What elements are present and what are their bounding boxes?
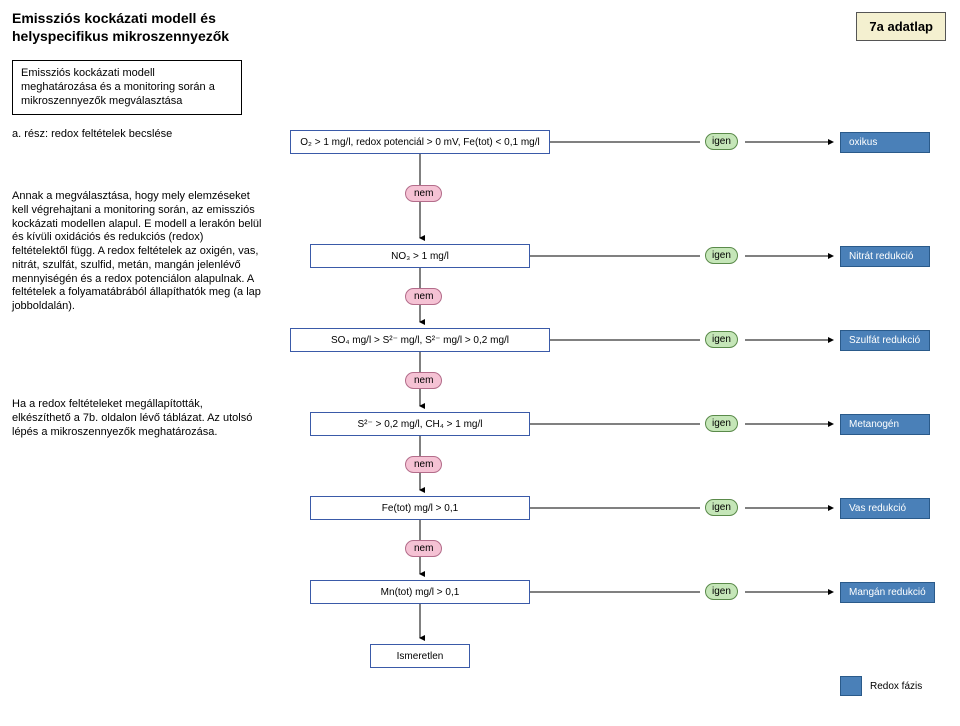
result-metanogen: Metanogén [840,414,930,435]
cond-mn: Mn(tot) mg/l > 0,1 [310,580,530,604]
igen-4: igen [705,415,738,432]
cond-so4: SO₄ mg/l > S²⁻ mg/l, S²⁻ mg/l > 0,2 mg/l [290,328,550,352]
igen-1: igen [705,133,738,150]
result-nitrat: Nitrát redukció [840,246,930,267]
nem-2: nem [405,288,442,305]
title-line-1: Emissziós kockázati modell és [12,10,229,28]
igen-5: igen [705,499,738,516]
legend-swatch [840,676,862,696]
paragraph-1: Annak a megválasztása, hogy mely elemzés… [12,190,262,314]
result-oxikus: oxikus [840,132,930,153]
flowchart: O₂ > 1 mg/l, redox potenciál > 0 mV, Fe(… [290,130,950,720]
cond-no3: NO₃ > 1 mg/l [310,244,530,268]
ismeretlen-box: Ismeretlen [370,644,470,668]
nem-3: nem [405,372,442,389]
cond-s2: S²⁻ > 0,2 mg/l, CH₄ > 1 mg/l [310,412,530,436]
title-line-2: helyspecifikus mikroszennyezők [12,28,229,46]
nem-5: nem [405,540,442,557]
result-szulfat: Szulfát redukció [840,330,930,351]
nem-4: nem [405,456,442,473]
result-mangan: Mangán redukció [840,582,935,603]
legend-label: Redox fázis [870,681,922,692]
nem-1: nem [405,185,442,202]
intro-box: Emissziós kockázati modell meghatározása… [12,60,242,115]
igen-2: igen [705,247,738,264]
sub-intro: a. rész: redox feltételek becslése [12,128,242,140]
sheet-badge: 7a adatlap [856,12,946,41]
result-vas: Vas redukció [840,498,930,519]
igen-3: igen [705,331,738,348]
igen-6: igen [705,583,738,600]
page-title: Emissziós kockázati modell és helyspecif… [12,10,229,45]
paragraph-2: Ha a redox feltételeket megállapították,… [12,398,262,439]
cond-fe: Fe(tot) mg/l > 0,1 [310,496,530,520]
cond-o2: O₂ > 1 mg/l, redox potenciál > 0 mV, Fe(… [290,130,550,154]
